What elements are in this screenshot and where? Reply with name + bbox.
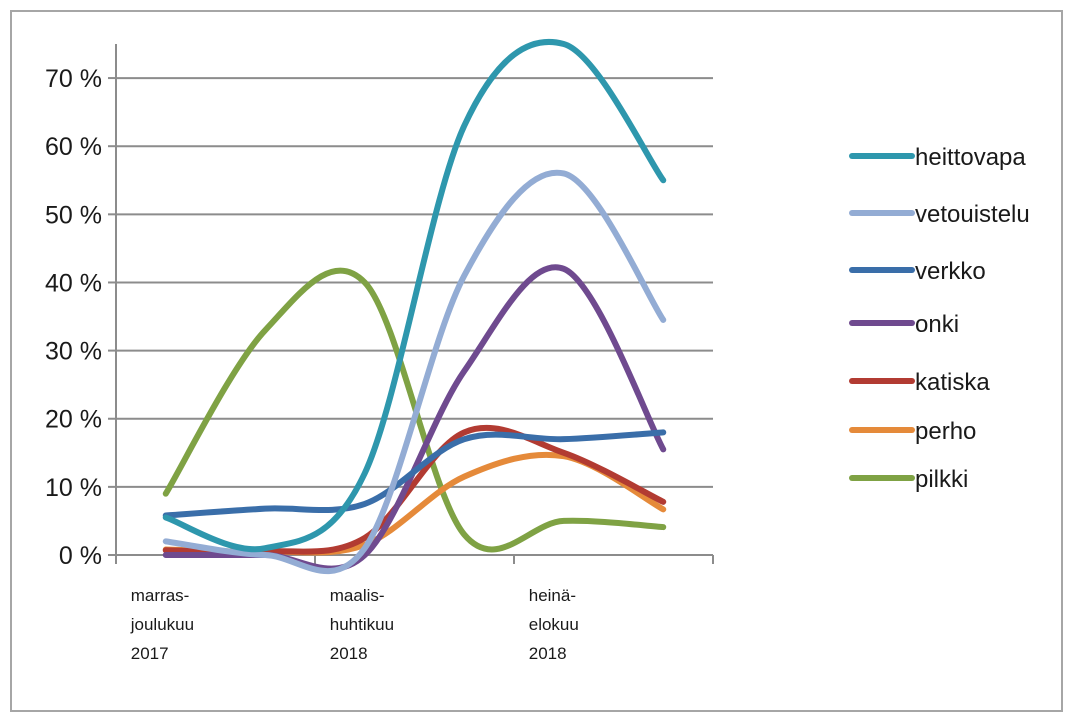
series-line-pilkki xyxy=(162,267,667,553)
y-tick-label: 0 % xyxy=(59,542,102,570)
series-line-heittovapa xyxy=(162,38,667,553)
series-line-verkko xyxy=(162,429,667,519)
legend-label-onki: onki xyxy=(915,311,959,338)
x-tick-label: heinä-elokuu 2018 xyxy=(529,586,579,663)
series-line-vetouistelu xyxy=(162,169,667,574)
legend-label-verkko: verkko xyxy=(915,258,986,285)
legend-label-pilkki: pilkki xyxy=(915,466,968,493)
y-tick-label: 30 % xyxy=(45,338,102,366)
legend-label-perho: perho xyxy=(915,418,976,445)
legend: heittovapa vetouistelu verkko onki katiska pe… xyxy=(849,144,1030,493)
y-tick-label: 40 % xyxy=(45,269,102,297)
y-tick-label: 60 % xyxy=(45,133,102,161)
y-tick-label: 10 % xyxy=(45,474,102,502)
axes: 0 % 10 % 20 % 30 % 40 % 50 % 60 % 70 % marras-jo… xyxy=(45,44,714,663)
x-tick-label: marras-joulukuu 2017 xyxy=(130,586,194,663)
grid-lines xyxy=(116,77,713,488)
x-tick-label: maalis-huhtikuu 2018 xyxy=(330,586,394,663)
series-lines xyxy=(162,38,667,574)
chart-frame xyxy=(10,10,1063,712)
legend-label-heittovapa: heittovapa xyxy=(915,144,1026,171)
legend-label-katiska: katiska xyxy=(915,369,990,396)
y-tick-label: 50 % xyxy=(45,201,102,229)
y-tick-label: 20 % xyxy=(45,406,102,434)
y-tick-label: 70 % xyxy=(45,65,102,93)
legend-label-vetouistelu: vetouistelu xyxy=(915,201,1030,228)
series-line-katiska xyxy=(162,425,667,556)
